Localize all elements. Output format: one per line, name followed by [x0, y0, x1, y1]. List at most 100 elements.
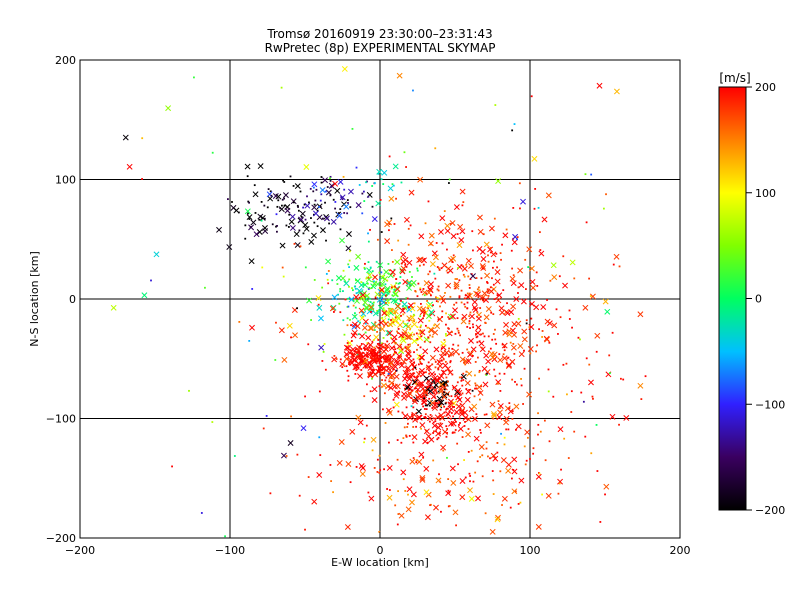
data-point-dot	[474, 374, 476, 377]
data-point-dot	[565, 362, 568, 365]
data-point-dot	[418, 370, 421, 373]
data-point-dot	[437, 318, 440, 321]
data-point-dot	[354, 363, 357, 366]
data-point-dot	[389, 357, 392, 360]
data-point-dot	[360, 369, 363, 371]
data-point-dot	[405, 306, 408, 309]
data-point-dot	[416, 269, 419, 272]
data-point-cross	[501, 355, 508, 362]
data-point-dot	[269, 492, 272, 495]
data-point-dot	[448, 370, 451, 373]
data-point-cross	[319, 187, 326, 194]
data-point-dot	[400, 314, 402, 317]
data-point-cross	[372, 351, 379, 358]
data-point-cross	[356, 373, 363, 380]
data-point-cross	[282, 192, 289, 199]
data-point-dot	[416, 390, 419, 393]
data-point-dot	[505, 361, 508, 364]
data-point-dot	[428, 270, 431, 273]
data-point-cross	[294, 242, 301, 249]
data-point-dot	[454, 429, 457, 431]
data-point-dot	[428, 372, 431, 375]
data-point-cross	[376, 296, 383, 303]
data-point-cross	[369, 368, 376, 375]
data-point-cross	[388, 360, 394, 367]
data-point-dot	[425, 371, 427, 374]
data-point-dot	[366, 342, 369, 345]
data-point-dot	[406, 371, 409, 373]
data-point-cross	[427, 415, 433, 422]
data-point-dot	[380, 347, 383, 350]
data-point-dot	[444, 360, 447, 363]
data-point-dot	[529, 458, 531, 460]
data-point-dot	[442, 358, 445, 361]
data-point-dot	[528, 326, 531, 329]
data-point-dot	[535, 350, 538, 353]
data-point-dot	[423, 416, 426, 419]
data-point-dot	[457, 353, 460, 356]
data-point-cross	[308, 238, 315, 245]
data-point-cross	[505, 461, 512, 468]
data-point-dot	[364, 322, 367, 325]
data-point-dot	[369, 373, 371, 376]
data-point-dot	[367, 272, 370, 275]
data-point-cross	[382, 321, 389, 327]
data-point-dot	[237, 211, 240, 214]
data-point-cross	[518, 282, 525, 289]
data-point-dot	[447, 316, 450, 319]
data-point-dot	[275, 321, 277, 324]
data-point-dot	[289, 175, 292, 178]
data-point-cross	[318, 344, 325, 351]
data-point-dot	[573, 430, 576, 433]
data-point-dot	[396, 458, 399, 461]
colorbar-label: [m/s]	[719, 71, 750, 85]
data-point-dot	[342, 290, 344, 293]
data-point-dot	[387, 374, 390, 377]
data-point-dot	[450, 354, 452, 357]
data-point-cross	[429, 261, 436, 268]
data-point-dot	[439, 305, 441, 308]
data-point-dot	[352, 355, 354, 358]
data-point-dot	[355, 363, 358, 366]
data-point-dot	[426, 385, 428, 388]
data-point-dot	[410, 405, 413, 408]
data-point-cross	[488, 288, 495, 295]
data-point-dot	[371, 353, 374, 355]
data-point-cross	[303, 225, 310, 232]
data-point-dot	[492, 417, 495, 420]
data-point-dot	[386, 340, 389, 343]
data-point-dot	[263, 217, 266, 220]
data-point-dot	[404, 490, 407, 492]
data-point-dot	[395, 351, 397, 354]
colorbar	[718, 86, 747, 511]
data-point-dot	[367, 287, 370, 290]
data-point-cross	[398, 362, 405, 369]
data-point-cross	[415, 408, 422, 415]
data-point-dot	[382, 345, 384, 348]
data-point-dot	[436, 266, 439, 268]
data-point-cross	[399, 268, 406, 275]
data-point-cross	[331, 356, 338, 363]
data-point-cross	[467, 487, 473, 494]
data-point-dot	[530, 95, 533, 98]
data-point-cross	[335, 275, 342, 281]
colorbar-tick-label: −100	[755, 398, 785, 411]
data-point-cross	[372, 274, 378, 281]
data-point-dot	[321, 360, 324, 362]
data-point-cross	[483, 297, 489, 303]
data-point-cross	[244, 163, 251, 170]
data-point-dot	[329, 179, 332, 182]
data-point-dot	[433, 392, 436, 395]
y-tick-label: 0	[69, 293, 76, 306]
data-point-dot	[359, 321, 361, 324]
data-point-dot	[522, 403, 524, 405]
data-point-cross	[373, 334, 380, 341]
data-point-cross	[527, 346, 534, 352]
data-point-cross	[406, 486, 413, 493]
data-point-cross	[507, 408, 514, 415]
data-point-dot	[281, 204, 283, 207]
data-point-dot	[423, 258, 426, 260]
data-point-dot	[520, 378, 522, 380]
data-point-dot	[398, 357, 401, 359]
